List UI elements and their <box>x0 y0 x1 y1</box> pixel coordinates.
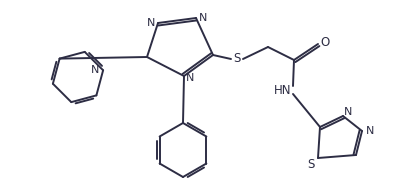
Text: S: S <box>307 157 315 170</box>
Text: N: N <box>344 107 352 117</box>
Text: HN: HN <box>274 85 292 97</box>
Text: S: S <box>233 52 241 65</box>
Text: N: N <box>147 18 155 28</box>
Text: N: N <box>186 73 194 83</box>
Text: O: O <box>320 36 330 49</box>
Text: N: N <box>199 13 207 23</box>
Text: N: N <box>91 65 100 75</box>
Text: N: N <box>366 126 374 136</box>
